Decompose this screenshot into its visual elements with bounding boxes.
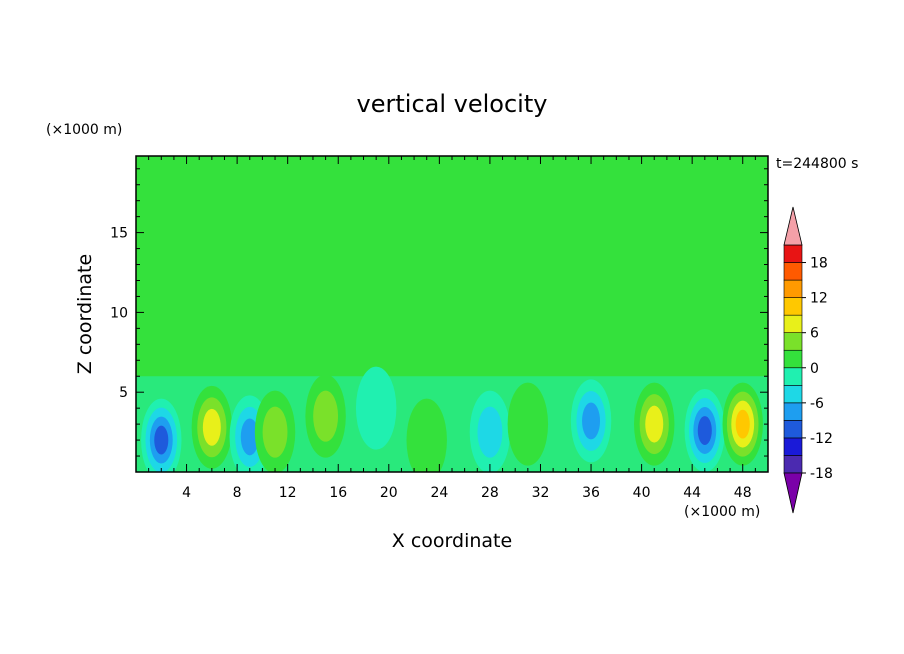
field-cell bbox=[507, 382, 549, 466]
field-cell bbox=[141, 398, 182, 472]
field-cell bbox=[254, 390, 296, 472]
y-axis-title: Z coordinate bbox=[74, 254, 96, 374]
field-contour bbox=[202, 408, 221, 446]
colorbar-bin bbox=[783, 349, 803, 369]
colorbar-bin bbox=[783, 244, 803, 263]
colorbar-min-arrow bbox=[783, 472, 803, 514]
field-cell bbox=[634, 382, 675, 466]
x-unit-label: (×1000 m) bbox=[684, 504, 760, 520]
field-cell bbox=[570, 379, 612, 463]
y-axis: 5 10 15 bbox=[110, 168, 768, 457]
colorbar-bin bbox=[783, 420, 803, 439]
colorbar-bin bbox=[783, 437, 803, 456]
colorbar-tick-label: 12 bbox=[810, 291, 828, 307]
field-cell bbox=[355, 366, 397, 450]
colorbar-max-arrow bbox=[783, 206, 803, 246]
x-tick-label: 24 bbox=[430, 485, 448, 501]
x-axis: 4 8 12 16 20 24 28 32 36 40 44 48 bbox=[148, 156, 756, 501]
field-contour bbox=[313, 390, 339, 442]
x-tick-label: 48 bbox=[734, 485, 752, 501]
field-contour bbox=[240, 418, 259, 456]
y-tick-label: 5 bbox=[119, 385, 128, 401]
field-cell bbox=[305, 374, 346, 458]
colorbar-bin bbox=[783, 314, 803, 333]
colorbar-bin bbox=[783, 332, 803, 351]
colorbar-bin bbox=[783, 385, 803, 404]
field-contour bbox=[406, 398, 447, 472]
colorbar-tick-label: 18 bbox=[810, 256, 828, 272]
x-axis-title: X coordinate bbox=[392, 530, 512, 552]
colorbar-bin bbox=[783, 402, 803, 421]
x-tick-label: 36 bbox=[582, 485, 600, 501]
y-tick-label: 10 bbox=[110, 305, 128, 321]
field-contour bbox=[262, 406, 288, 458]
time-label: t=244800 s bbox=[776, 156, 858, 172]
field-contour bbox=[154, 425, 169, 455]
colorbar: 18 12 6 0 -6 -12 -18 bbox=[783, 206, 833, 514]
x-tick-label: 20 bbox=[380, 485, 398, 501]
field-cell bbox=[406, 398, 447, 472]
y-unit-label: (×1000 m) bbox=[46, 122, 122, 138]
field-cell bbox=[469, 390, 511, 472]
x-tick-label: 8 bbox=[233, 485, 242, 501]
colorbar-bin bbox=[783, 262, 803, 281]
velocity-field bbox=[136, 156, 768, 472]
x-tick-label: 16 bbox=[329, 485, 347, 501]
field-contour bbox=[355, 366, 397, 450]
field-cell bbox=[684, 389, 726, 472]
chart-title: vertical velocity bbox=[357, 90, 548, 118]
x-tick-label: 4 bbox=[182, 485, 191, 501]
field-contour bbox=[477, 406, 503, 458]
field-cell bbox=[722, 382, 763, 466]
colorbar-tick-label: 6 bbox=[810, 326, 819, 342]
x-tick-label: 40 bbox=[633, 485, 651, 501]
colorbar-bin bbox=[783, 297, 803, 316]
colorbar-tick-label: -6 bbox=[810, 396, 824, 412]
y-tick-label: 15 bbox=[110, 226, 128, 242]
field-contour bbox=[735, 409, 750, 439]
field-contour bbox=[507, 382, 549, 466]
x-tick-label: 28 bbox=[481, 485, 499, 501]
colorbar-bin bbox=[783, 279, 803, 298]
field-contour bbox=[582, 402, 601, 440]
x-tick-label: 44 bbox=[683, 485, 701, 501]
colorbar-bin bbox=[783, 367, 803, 386]
colorbar-tick-label: -12 bbox=[810, 431, 833, 447]
field-cell bbox=[191, 385, 233, 469]
x-tick-label: 12 bbox=[279, 485, 297, 501]
field-contour bbox=[697, 416, 712, 445]
colorbar-tick-label: -18 bbox=[810, 466, 833, 482]
x-tick-label: 32 bbox=[532, 485, 550, 501]
field-contour bbox=[645, 405, 664, 443]
colorbar-bin bbox=[783, 455, 803, 474]
colorbar-tick-label: 0 bbox=[810, 361, 819, 377]
